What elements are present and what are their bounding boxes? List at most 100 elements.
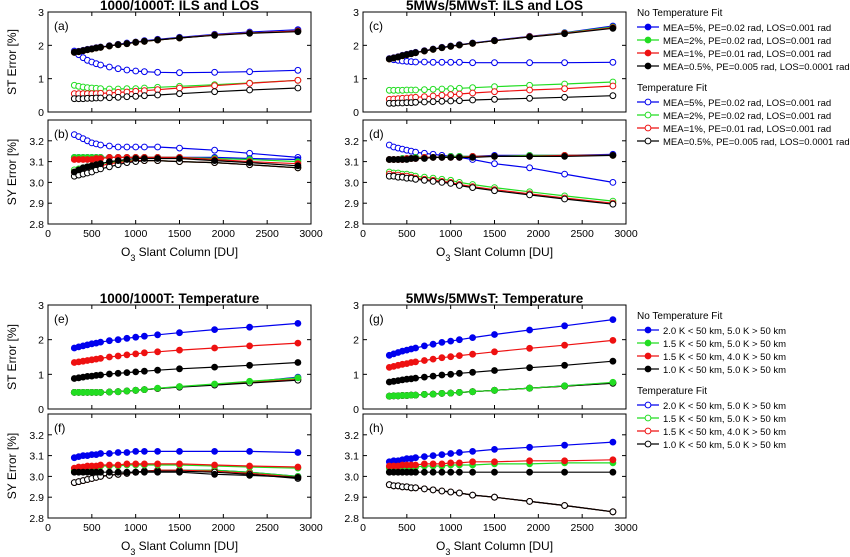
data-point bbox=[97, 94, 104, 102]
data-point bbox=[176, 90, 183, 98]
data-point bbox=[429, 468, 437, 476]
data-point bbox=[114, 352, 122, 360]
data-point bbox=[294, 84, 302, 92]
x-tick-label: 1000 bbox=[439, 228, 463, 240]
data-point bbox=[429, 92, 437, 100]
panel-c: 0 1 2 3 (c) 5MWs/5MWsT: ILS and LOS bbox=[353, 0, 627, 119]
data-point bbox=[106, 94, 113, 102]
data-point bbox=[97, 371, 104, 379]
series-nofit-4 bbox=[385, 468, 617, 476]
legend-group-title: Temperature Fit bbox=[637, 83, 707, 94]
data-point bbox=[526, 468, 533, 476]
data-point bbox=[491, 458, 498, 466]
data-point bbox=[421, 460, 428, 468]
series-tfit-1 bbox=[70, 131, 302, 161]
legend-swatch-marker bbox=[644, 401, 652, 409]
data-point bbox=[561, 322, 568, 330]
data-point bbox=[561, 341, 568, 349]
data-point bbox=[561, 153, 568, 160]
data-point bbox=[154, 91, 162, 99]
x-tick-label: 0 bbox=[360, 228, 366, 240]
legend-entry: 1.0 K < 50 km, 5.0 K > 50 km bbox=[663, 365, 786, 376]
x-tick-label: 3000 bbox=[299, 522, 323, 534]
data-point bbox=[132, 143, 140, 151]
data-point bbox=[469, 184, 477, 192]
series-nofit-1 bbox=[70, 448, 302, 462]
y-tick-label: 1 bbox=[38, 369, 44, 381]
legend-swatch-marker bbox=[644, 365, 652, 373]
data-point bbox=[154, 36, 162, 44]
data-point bbox=[609, 378, 617, 386]
data-point bbox=[211, 82, 219, 90]
series-line bbox=[74, 30, 298, 53]
data-point bbox=[421, 342, 428, 350]
data-point bbox=[429, 355, 437, 363]
data-point bbox=[561, 441, 568, 449]
data-point bbox=[132, 333, 140, 341]
data-point bbox=[294, 320, 302, 327]
data-point bbox=[412, 344, 420, 352]
data-point bbox=[447, 353, 455, 361]
y-tick-label: 3.2 bbox=[29, 430, 44, 442]
data-point bbox=[429, 340, 437, 348]
data-point bbox=[141, 92, 148, 100]
data-point bbox=[561, 30, 568, 38]
data-point bbox=[114, 336, 122, 344]
x-tick-label: 1500 bbox=[168, 522, 192, 534]
data-point bbox=[294, 463, 302, 471]
data-point bbox=[106, 142, 113, 150]
data-point bbox=[97, 389, 104, 396]
series-nofit-1 bbox=[70, 320, 302, 352]
data-point bbox=[491, 386, 498, 394]
x-tick-label: 2000 bbox=[212, 228, 236, 240]
y-tick-label: 2 bbox=[353, 40, 359, 52]
series-tfit-4 bbox=[385, 481, 617, 516]
data-point bbox=[491, 160, 498, 168]
data-point bbox=[491, 37, 498, 45]
data-point bbox=[447, 154, 455, 161]
y-tick-label: 2.8 bbox=[29, 513, 44, 525]
data-point bbox=[561, 170, 568, 178]
data-point bbox=[176, 448, 183, 455]
data-point bbox=[132, 460, 140, 468]
data-point bbox=[412, 49, 420, 57]
y-tick-label: 0 bbox=[353, 107, 359, 119]
data-point bbox=[141, 468, 148, 476]
data-point bbox=[211, 344, 219, 352]
data-point bbox=[141, 155, 148, 162]
data-point bbox=[469, 448, 477, 455]
data-point bbox=[412, 374, 420, 382]
data-point bbox=[97, 141, 104, 149]
data-point bbox=[294, 66, 302, 74]
data-point bbox=[447, 91, 455, 99]
data-point bbox=[438, 487, 446, 495]
panel-title: 5MWs/5MWsT: Temperature bbox=[406, 291, 584, 306]
data-point bbox=[438, 460, 446, 468]
x-tick-label: 1000 bbox=[124, 522, 148, 534]
y-tick-label: 0 bbox=[353, 404, 359, 416]
y-tick-label: 3.0 bbox=[344, 471, 359, 483]
legend-swatch-marker bbox=[644, 124, 652, 132]
legend-entry: MEA=5%, PE=0.02 rad, LOS=0.001 rad bbox=[663, 23, 831, 34]
data-point bbox=[132, 368, 140, 376]
data-point bbox=[456, 84, 463, 92]
data-point bbox=[491, 153, 498, 160]
data-point bbox=[123, 143, 131, 151]
data-point bbox=[294, 339, 302, 347]
x-tick-label: 1000 bbox=[439, 522, 463, 534]
data-point bbox=[438, 451, 446, 459]
legend-swatch-marker bbox=[644, 352, 652, 360]
data-point bbox=[294, 449, 302, 456]
legend-entry: 1.5 K < 50 km, 5.0 K > 50 km bbox=[663, 339, 786, 350]
series-nofit-3 bbox=[385, 337, 617, 371]
series-nofit-2 bbox=[385, 378, 617, 400]
panel-label: (a) bbox=[54, 19, 69, 33]
data-point bbox=[447, 97, 455, 105]
legend-entry: MEA=0.5%, PE=0.005 rad, LOS=0.0001 rad bbox=[663, 62, 850, 73]
data-point bbox=[114, 41, 122, 49]
data-point bbox=[114, 93, 122, 101]
x-tick-label: 3000 bbox=[299, 228, 323, 240]
y-tick-label: 2 bbox=[38, 40, 44, 52]
data-point bbox=[211, 448, 219, 455]
data-point bbox=[429, 452, 437, 460]
